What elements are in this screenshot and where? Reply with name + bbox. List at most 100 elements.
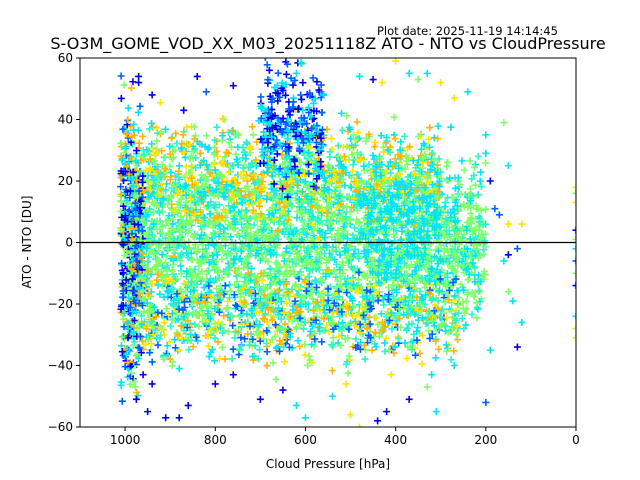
scatter-point xyxy=(185,238,193,246)
scatter-point xyxy=(193,256,201,264)
scatter-point xyxy=(279,252,287,260)
plot-date: Plot date: 2025-11-19 14:14:45 xyxy=(377,24,558,38)
scatter-point xyxy=(482,206,490,214)
scatter-point xyxy=(196,149,204,157)
scatter-point xyxy=(468,310,476,318)
scatter-point xyxy=(390,113,398,121)
scatter-point xyxy=(353,118,361,126)
scatter-point xyxy=(256,346,264,354)
scatter-point xyxy=(454,336,462,344)
scatter-point xyxy=(177,270,185,278)
scatter-point xyxy=(222,305,230,313)
scatter-point xyxy=(173,139,181,147)
chart-title: S-O3M_GOME_VOD_XX_M03_20251118Z ATO - NT… xyxy=(50,34,605,54)
scatter-point xyxy=(213,123,221,131)
scatter-point xyxy=(332,273,340,281)
scatter-point xyxy=(403,354,411,362)
scatter-point xyxy=(470,293,478,301)
scatter-point xyxy=(293,214,301,222)
scatter-points xyxy=(117,58,576,427)
scatter-point xyxy=(299,79,307,87)
scatter-point xyxy=(414,324,422,332)
scatter-point xyxy=(434,135,442,143)
scatter-point xyxy=(355,218,363,226)
scatter-point xyxy=(365,161,373,169)
scatter-point xyxy=(391,135,399,143)
scatter-point xyxy=(182,198,190,206)
scatter-point xyxy=(226,195,234,203)
scatter-point xyxy=(441,203,449,211)
scatter-point xyxy=(462,321,470,329)
scatter-point xyxy=(368,346,376,354)
scatter-point xyxy=(351,224,359,232)
scatter-point xyxy=(118,397,126,405)
scatter-point xyxy=(418,360,426,368)
scatter-point xyxy=(359,271,367,279)
scatter-point xyxy=(349,167,357,175)
scatter-point xyxy=(297,283,305,291)
scatter-point xyxy=(321,249,329,257)
scatter-point xyxy=(214,269,222,277)
scatter-point xyxy=(156,99,164,107)
scatter-point xyxy=(129,78,137,86)
scatter-point xyxy=(451,184,459,192)
scatter-point xyxy=(460,286,468,294)
scatter-point xyxy=(124,104,132,112)
scatter-point xyxy=(305,352,313,360)
scatter-point xyxy=(474,152,482,160)
scatter-point xyxy=(371,143,379,151)
scatter-point xyxy=(146,224,154,232)
scatter-point xyxy=(333,153,341,161)
scatter-point xyxy=(349,161,357,169)
scatter-point xyxy=(449,263,457,271)
scatter-point xyxy=(470,171,478,179)
scatter-point xyxy=(224,328,232,336)
scatter-point xyxy=(343,112,351,120)
scatter-point xyxy=(249,131,257,139)
scatter-point xyxy=(232,301,240,309)
scatter-point xyxy=(454,301,462,309)
scatter-point xyxy=(261,310,269,318)
scatter-point xyxy=(447,123,455,131)
scatter-point xyxy=(435,155,443,163)
scatter-point xyxy=(452,331,460,339)
scatter-point xyxy=(327,135,335,143)
scatter-point xyxy=(221,282,229,290)
scatter-point xyxy=(466,157,474,165)
scatter-point xyxy=(205,353,213,361)
scatter-point xyxy=(317,254,325,262)
scatter-point xyxy=(467,197,475,205)
scatter-point xyxy=(353,207,361,215)
scatter-point xyxy=(400,132,408,140)
scatter-point xyxy=(313,78,321,86)
scatter-point xyxy=(219,115,227,123)
scatter-point xyxy=(228,312,236,320)
scatter-point xyxy=(159,221,167,229)
scatter-point xyxy=(224,304,232,312)
scatter-point xyxy=(158,229,166,237)
scatter-point xyxy=(329,334,337,342)
scatter-point xyxy=(276,279,284,287)
scatter-point xyxy=(332,248,340,256)
scatter-point xyxy=(474,191,482,199)
scatter-point xyxy=(474,305,482,313)
scatter-point xyxy=(154,341,162,349)
scatter-point xyxy=(341,228,349,236)
scatter-point xyxy=(344,369,352,377)
scatter-point xyxy=(177,262,185,270)
scatter-point xyxy=(181,243,189,251)
scatter-point xyxy=(297,91,305,99)
scatter-point xyxy=(282,244,290,252)
scatter-point xyxy=(234,143,242,151)
scatter-point xyxy=(404,161,412,169)
scatter-point xyxy=(297,59,305,67)
scatter-point xyxy=(282,70,290,78)
scatter-point xyxy=(397,138,405,146)
scatter-point xyxy=(361,315,369,323)
scatter-point xyxy=(231,334,239,342)
scatter-point xyxy=(347,242,355,250)
scatter-point xyxy=(472,205,480,213)
scatter-point xyxy=(443,158,451,166)
scatter-point xyxy=(134,108,142,116)
scatter-point xyxy=(434,345,442,353)
